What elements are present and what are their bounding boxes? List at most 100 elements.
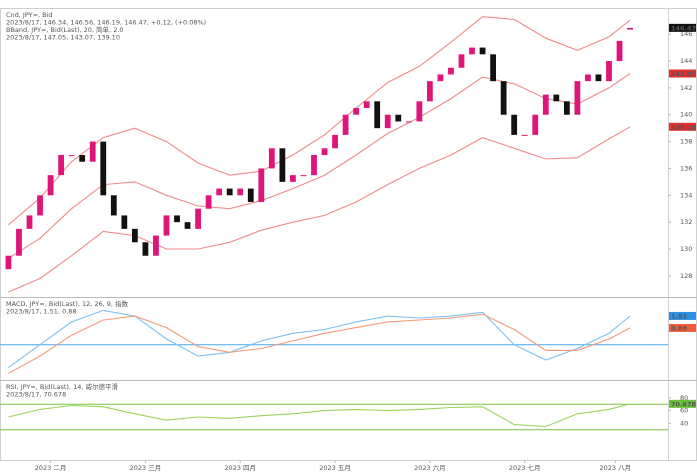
candle <box>574 81 581 115</box>
line <box>8 309 631 369</box>
y-tick-label: 144 <box>680 57 692 65</box>
panel-header: 2023/8/17, 147.05, 143.07, 139.10 <box>6 34 120 42</box>
candle <box>279 148 286 182</box>
candle <box>247 188 254 203</box>
x-tick-label: 2023 三月 <box>130 464 162 472</box>
candle <box>353 108 360 115</box>
candle <box>585 74 591 82</box>
price-tag-label: 143.07 <box>671 70 696 78</box>
y-tick-label: 138 <box>680 138 692 146</box>
y-tick-label: 40 <box>680 419 688 427</box>
x-tick-label: 2023 七月 <box>509 463 541 472</box>
candle <box>521 134 528 136</box>
line <box>8 313 631 374</box>
line <box>8 16 631 226</box>
panel-header: Cnd, JPY=, Bid <box>6 11 53 19</box>
candle <box>437 74 444 82</box>
y-tick-label: 80 <box>680 394 688 402</box>
candle <box>416 101 423 122</box>
y-tick-label: 146 <box>680 30 692 38</box>
candle <box>16 228 22 256</box>
price-tag-label: 1.51 <box>671 312 688 320</box>
y-tick-label: 60 <box>680 407 688 415</box>
panel-header: RSI, JPY=, Bid(Last), 14, 威尔德平滑 <box>6 382 118 391</box>
y-tick-label: 134 <box>680 191 692 199</box>
candle <box>342 114 349 135</box>
candle <box>226 188 233 196</box>
candle <box>184 222 191 229</box>
line <box>8 73 631 259</box>
candle <box>405 121 412 123</box>
candle <box>26 215 33 229</box>
candle <box>163 215 170 236</box>
candle <box>100 141 107 196</box>
x-tick-label: 2023 八月 <box>600 464 632 472</box>
candle <box>258 168 265 203</box>
x-tick-label: 2023 五月 <box>319 464 351 472</box>
candle <box>563 101 570 115</box>
panel-header: 2023/8/17, 146.34, 146.56, 146.19, 146.4… <box>6 19 206 27</box>
y-tick-label: 130 <box>680 245 692 253</box>
candle <box>174 215 180 223</box>
panel-header: 2023/8/17, 1.51, 0.88 <box>6 308 77 316</box>
candle <box>237 188 244 196</box>
candle <box>395 114 402 122</box>
candle <box>384 114 391 129</box>
candle <box>153 235 159 256</box>
candle <box>606 61 612 82</box>
candle <box>5 255 12 270</box>
price-tag <box>669 399 696 408</box>
price-tag-label: 70.678 <box>671 400 697 408</box>
y-tick-label: 140 <box>680 111 692 119</box>
candle <box>490 54 496 82</box>
candle <box>458 54 465 68</box>
candle <box>321 148 328 156</box>
candle <box>195 208 201 229</box>
price-tag <box>669 323 696 332</box>
candle <box>469 47 475 55</box>
candle <box>79 155 86 162</box>
y-tick-label: 142 <box>680 84 692 92</box>
candle <box>363 101 370 109</box>
price-tag-label: 139.10 <box>671 123 697 131</box>
candle <box>47 175 54 196</box>
price-tag <box>669 23 696 32</box>
x-tick-label: 2023 六月 <box>414 463 446 472</box>
frame <box>0 8 697 461</box>
candle <box>532 114 539 135</box>
candle <box>595 74 602 82</box>
candle <box>374 101 381 129</box>
candle <box>37 195 43 216</box>
line <box>8 126 631 293</box>
price-tag-label: 0.88 <box>671 324 688 332</box>
price-tag <box>669 311 696 320</box>
panel-header: BBand, JPY=, Bid(Last), 20, 简单, 2.0 <box>6 25 124 34</box>
candle <box>58 155 65 176</box>
x-tick-label: 2023 四月 <box>224 464 256 472</box>
candle <box>205 195 212 209</box>
candle <box>448 67 454 75</box>
candle <box>500 81 507 115</box>
candle <box>627 27 633 30</box>
x-tick-label: 2023 二月 <box>35 464 67 472</box>
panel-header: 2023/8/17, 70.678 <box>6 391 66 399</box>
candle <box>142 242 149 256</box>
candle <box>553 94 560 102</box>
price-tag <box>669 122 696 131</box>
candle <box>332 134 338 149</box>
candle <box>268 148 275 169</box>
candle <box>311 155 317 176</box>
candle <box>511 114 518 135</box>
candle <box>216 188 223 196</box>
price-tag <box>669 69 696 78</box>
line <box>8 403 631 428</box>
price-tag-label: 146.47 <box>671 24 696 32</box>
candle <box>131 228 138 243</box>
candle <box>89 141 96 162</box>
candle <box>110 195 117 216</box>
candle <box>426 81 433 102</box>
y-tick-label: 132 <box>680 218 692 226</box>
candle <box>616 40 623 62</box>
